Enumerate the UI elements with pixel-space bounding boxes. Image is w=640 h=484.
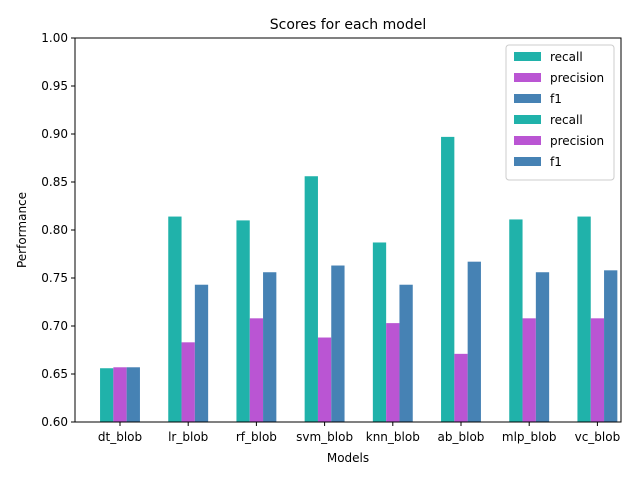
chart-title: Scores for each model <box>270 17 426 33</box>
legend-swatch-recall <box>514 52 541 61</box>
bar-recall-rf_blob <box>236 220 250 422</box>
bar-f1-vc_blob <box>604 270 618 422</box>
x-tick-label: knn_blob <box>366 430 420 444</box>
bar-recall-svm_blob <box>304 176 318 422</box>
bar-recall-mlp_blob <box>509 219 523 422</box>
legend-swatch-precision <box>514 73 541 82</box>
x-tick-label: rf_blob <box>236 430 277 444</box>
y-tick-label: 0.65 <box>41 367 68 381</box>
y-axis-label: Performance <box>15 192 29 268</box>
bar-f1-lr_blob <box>194 284 209 422</box>
bar-recall-lr_blob <box>168 216 182 422</box>
y-tick-label: 1.00 <box>41 31 68 45</box>
bar-f1-svm_blob <box>331 265 345 422</box>
bar-f1-dt_blob <box>126 367 140 422</box>
y-tick-label: 0.80 <box>41 223 68 237</box>
legend-label: precision <box>550 71 604 85</box>
bar-precision-svm_blob <box>317 337 332 422</box>
legend: recall precision f1 recall precision f1 <box>505 44 615 181</box>
bar-recall-ab_blob <box>441 136 455 422</box>
y-axis-ticks: 0.60 0.65 0.70 0.75 0.80 0.85 0.90 0.95 1.00 <box>41 31 75 429</box>
bar-precision-ab_blob <box>454 353 468 422</box>
legend-swatch-f1 <box>514 157 541 166</box>
y-tick-label: 0.85 <box>41 175 68 189</box>
bar-precision-rf_blob <box>249 318 264 422</box>
y-tick-label: 0.75 <box>41 271 68 285</box>
bar-precision-dt_blob <box>113 367 127 422</box>
y-tick-label: 0.95 <box>41 79 68 93</box>
bar-precision-mlp_blob <box>522 318 536 422</box>
legend-label: precision <box>550 134 604 148</box>
x-tick-label: dt_blob <box>98 430 142 444</box>
bar-precision-knn_blob <box>386 323 400 422</box>
bars-group <box>100 136 618 422</box>
bar-f1-rf_blob <box>263 272 277 422</box>
x-tick-label: vc_blob <box>575 430 621 444</box>
bar-precision-vc_blob <box>590 318 605 422</box>
bar-recall-knn_blob <box>372 242 387 422</box>
legend-label: recall <box>550 50 583 64</box>
legend-swatch-f1 <box>514 94 541 103</box>
y-tick-label: 0.70 <box>41 319 68 333</box>
x-axis-label: Models <box>327 451 369 465</box>
x-tick-label: mlp_blob <box>502 430 557 444</box>
legend-swatch-recall <box>514 115 541 124</box>
bar-precision-lr_blob <box>181 342 195 422</box>
x-tick-label: ab_blob <box>438 430 485 444</box>
bar-f1-mlp_blob <box>535 272 550 422</box>
bar-f1-knn_blob <box>399 284 413 422</box>
x-tick-label: lr_blob <box>168 430 208 444</box>
legend-label: f1 <box>550 155 562 169</box>
legend-label: f1 <box>550 92 562 106</box>
y-tick-label: 0.60 <box>41 415 68 429</box>
x-axis-ticks: dt_blob lr_blob rf_blob svm_blob knn_blob ab_… <box>98 422 620 444</box>
legend-label: recall <box>550 113 583 127</box>
bar-f1-ab_blob <box>467 261 481 422</box>
bar-recall-vc_blob <box>577 216 591 422</box>
bar-recall-dt_blob <box>100 368 114 422</box>
x-tick-label: svm_blob <box>296 430 353 444</box>
legend-swatch-precision <box>514 136 541 145</box>
y-tick-label: 0.90 <box>41 127 68 141</box>
